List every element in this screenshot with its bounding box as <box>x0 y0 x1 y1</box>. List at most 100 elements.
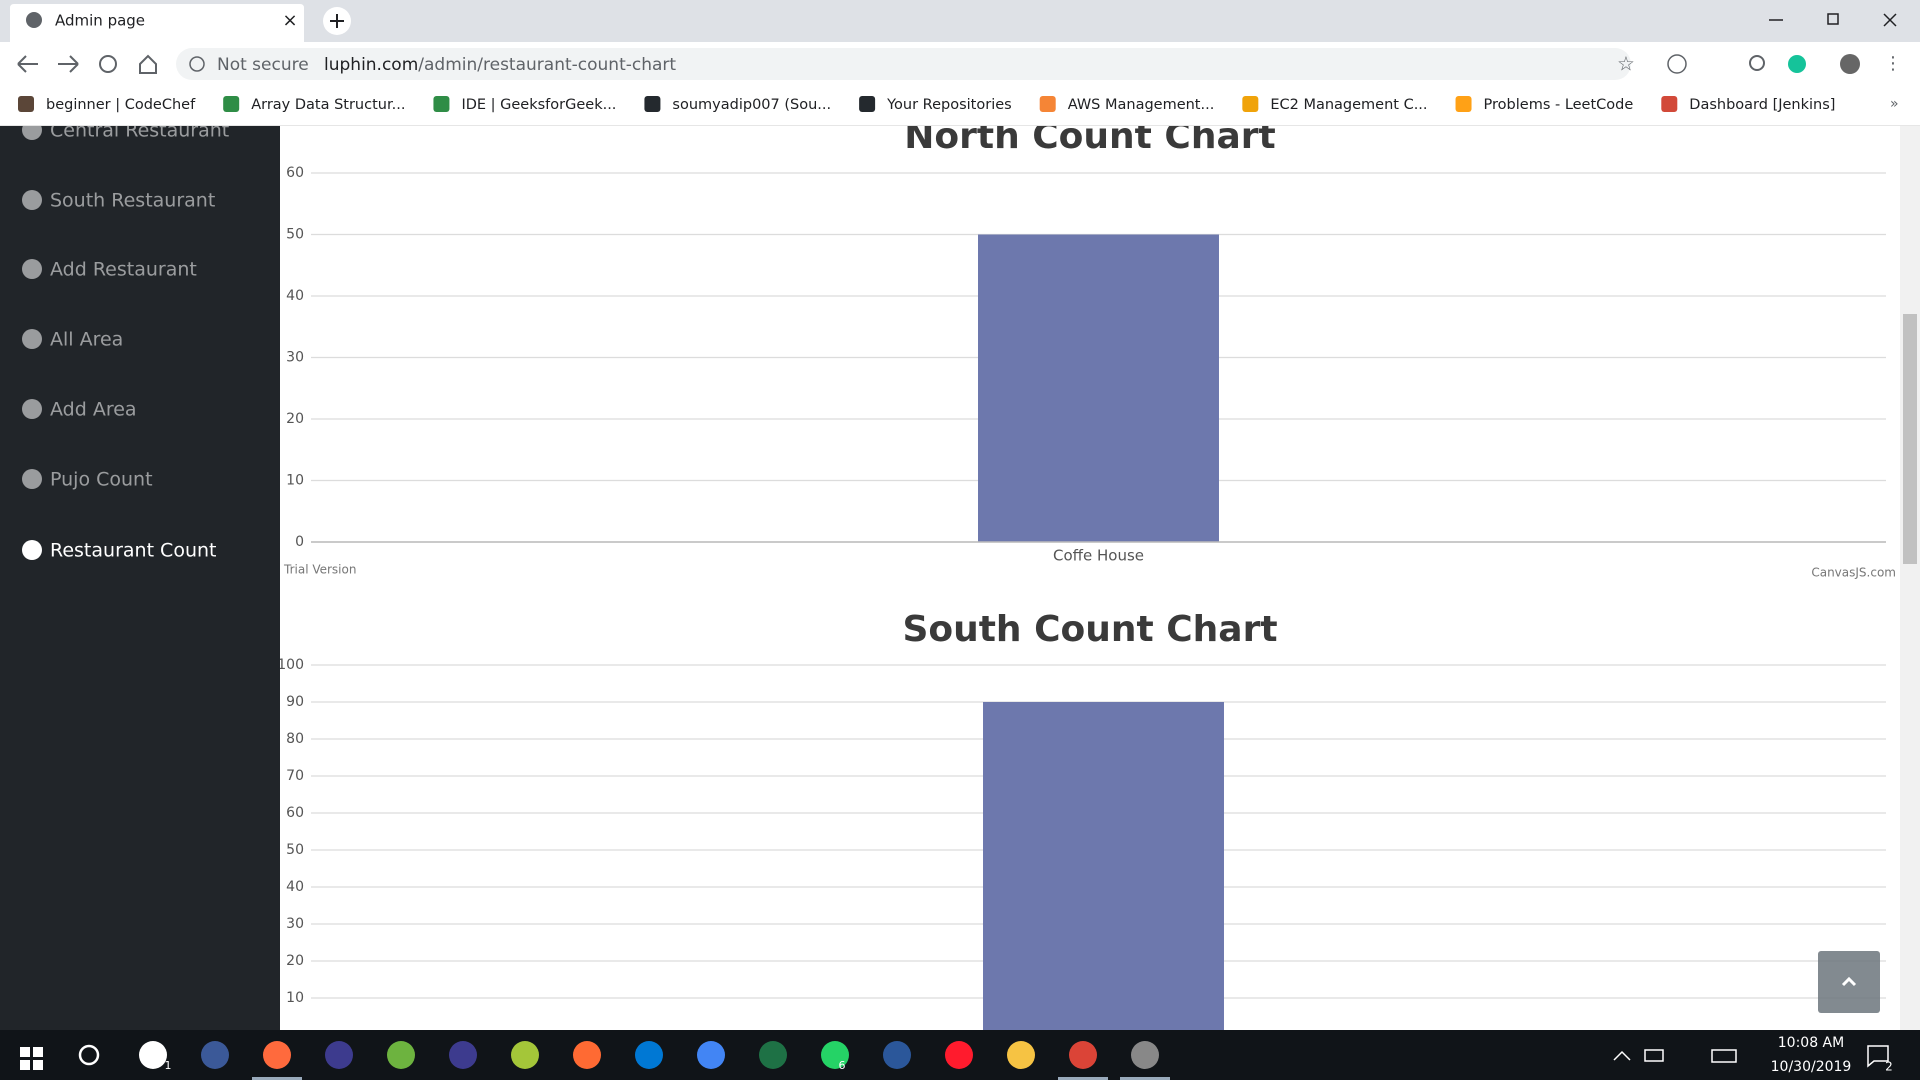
sidebar-item[interactable]: Pujo Count <box>50 469 153 491</box>
bookmark-icon <box>1455 96 1472 112</box>
active-indicator <box>1058 1077 1108 1080</box>
clock-date: 10/30/2019 <box>1771 1059 1852 1075</box>
bar <box>983 702 1224 1030</box>
taskbar-app[interactable] <box>1069 1041 1097 1069</box>
nav-buttons[interactable] <box>17 55 79 73</box>
mail-badge: 1 <box>165 1059 172 1072</box>
bookmark-icon <box>859 96 876 112</box>
y-tick-label: 60 <box>286 805 304 821</box>
notification-badge: 2 <box>1885 1060 1893 1074</box>
sidebar-item[interactable]: South Restaurant <box>50 190 215 212</box>
y-tick-label: 40 <box>286 879 304 895</box>
sidebar-icon <box>22 329 42 349</box>
tab-icon <box>26 12 42 28</box>
new-tab-icon <box>330 14 344 28</box>
taskbar-app[interactable] <box>821 1041 849 1069</box>
bookmark-icon <box>1661 96 1678 112</box>
bar <box>978 234 1219 542</box>
sidebar-icon <box>22 399 42 419</box>
security-label: Not secure <box>217 55 309 75</box>
credit: CanvasJS.com <box>1811 566 1896 580</box>
extension[interactable] <box>1667 54 1687 74</box>
y-tick-label: 70 <box>286 768 304 784</box>
info-icon <box>189 56 205 72</box>
bookmark[interactable]: soumyadip007 (Sou... <box>672 97 831 113</box>
sidebar-item[interactable]: Add Restaurant <box>50 259 197 281</box>
tab[interactable] <box>10 4 304 42</box>
taskbar-app[interactable] <box>201 1041 229 1069</box>
sidebar <box>0 126 280 1030</box>
notification-icon[interactable] <box>1867 1045 1889 1068</box>
taskbar-app[interactable] <box>387 1041 415 1069</box>
bookmark-icon <box>433 96 450 112</box>
scrollbar[interactable] <box>1900 126 1920 1030</box>
taskbar-app[interactable] <box>697 1041 725 1069</box>
sidebar-item[interactable]: Restaurant Count <box>50 540 216 562</box>
sidebar-item[interactable]: All Area <box>50 329 123 351</box>
scroll-thumb[interactable] <box>1903 314 1917 564</box>
y-tick-label: 90 <box>286 694 304 710</box>
taskbar-app[interactable] <box>449 1041 477 1069</box>
search-ext[interactable] <box>1749 55 1765 71</box>
bookmark[interactable]: AWS Management... <box>1068 97 1215 113</box>
y-tick-label: 0 <box>295 534 304 550</box>
menu[interactable]: ⋮ <box>1884 53 1902 74</box>
y-tick-label: 30 <box>286 350 304 366</box>
bookmark[interactable]: EC2 Management C... <box>1270 97 1427 113</box>
chart-title: South Count Chart <box>902 609 1277 650</box>
bookmark[interactable]: beginner | CodeChef <box>46 97 196 113</box>
bookmarks: beginner | CodeChef Array Data Structur..… <box>18 96 1835 113</box>
taskbar-app[interactable] <box>1131 1041 1159 1069</box>
bookmarks-overflow[interactable]: » <box>1890 96 1899 112</box>
active-indicator <box>1120 1077 1170 1080</box>
sidebar-item[interactable]: Central Restaurant <box>50 120 229 142</box>
tab-strip <box>0 0 1920 42</box>
scroll-top-button[interactable] <box>1818 951 1880 1013</box>
window-controls[interactable] <box>1769 13 1897 27</box>
sidebar-icon <box>22 190 42 210</box>
taskbar-app[interactable] <box>139 1041 167 1069</box>
home[interactable] <box>139 54 157 74</box>
omnibox[interactable] <box>176 48 1631 80</box>
sidebar-icon <box>22 259 42 279</box>
bookmark[interactable]: Dashboard [Jenkins] <box>1689 97 1835 113</box>
taskbar-app[interactable] <box>263 1041 291 1069</box>
taskbar-app[interactable] <box>325 1041 353 1069</box>
taskbar-app[interactable] <box>573 1041 601 1069</box>
bookmark-star[interactable]: ☆ <box>1617 52 1635 76</box>
tray-icons[interactable] <box>1613 1049 1737 1063</box>
tab-close[interactable]: × <box>282 10 297 31</box>
clock-time: 10:08 AM <box>1778 1035 1844 1051</box>
y-tick-label: 20 <box>286 953 304 969</box>
bookmark-icon <box>1039 96 1056 112</box>
taskbar-app[interactable] <box>759 1041 787 1069</box>
credit: Trial Version <box>283 563 356 577</box>
y-tick-label: 10 <box>286 990 304 1006</box>
bookmark[interactable]: Your Repositories <box>886 97 1012 113</box>
y-tick-label: 50 <box>286 842 304 858</box>
y-tick-label: 30 <box>286 916 304 932</box>
profile[interactable] <box>1840 54 1860 74</box>
search[interactable] <box>78 1044 100 1066</box>
y-tick-label: 100 <box>277 657 304 673</box>
chart-title: North Count Chart <box>904 116 1275 157</box>
sidebar-items: Central Restaurant South Restaurant Add Re… <box>22 120 229 562</box>
taskbar-app[interactable] <box>511 1041 539 1069</box>
taskbar-app[interactable] <box>1007 1041 1035 1069</box>
bookmark[interactable]: IDE | GeeksforGeek... <box>461 97 616 113</box>
sidebar-icon <box>22 126 42 140</box>
sidebar-icon <box>22 469 42 489</box>
start-button[interactable] <box>20 1047 43 1070</box>
bookmark-icon <box>18 96 34 112</box>
reload[interactable] <box>99 55 117 73</box>
bookmark[interactable]: Problems - LeetCode <box>1484 97 1634 113</box>
taskbar-app[interactable] <box>635 1041 663 1069</box>
sidebar-item[interactable]: Add Area <box>50 399 137 421</box>
bookmark-icon <box>1242 96 1259 112</box>
taskbar-app[interactable] <box>883 1041 911 1069</box>
active-indicator <box>252 1077 302 1080</box>
bookmark[interactable]: Array Data Structur... <box>251 97 405 113</box>
taskbar-app[interactable] <box>945 1041 973 1069</box>
grammarly[interactable] <box>1788 55 1806 73</box>
y-tick-label: 40 <box>286 288 304 304</box>
